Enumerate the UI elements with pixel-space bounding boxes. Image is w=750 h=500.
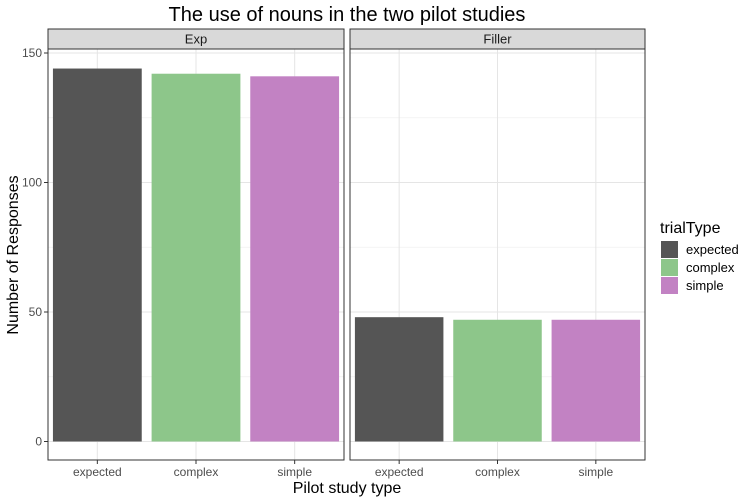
y-tick-label: 0 (35, 435, 42, 449)
bar (250, 76, 340, 442)
bar (354, 317, 444, 442)
legend-label: expected (686, 242, 739, 257)
bar (453, 319, 542, 442)
bar (551, 319, 641, 442)
x-axis-title: Pilot study type (293, 480, 402, 497)
facet-panel: Exp expected complex simple (47, 28, 345, 479)
legend-label: simple (686, 278, 724, 293)
legend-key (661, 241, 678, 258)
x-tick-label: simple (578, 465, 613, 479)
legend-key (661, 259, 678, 276)
facet-strip-label: Filler (483, 32, 512, 47)
facet-strip-label: Exp (185, 32, 207, 47)
bar (151, 73, 241, 442)
facet-strip (47, 28, 345, 50)
facet-panel: Filler expected complex simple (349, 28, 646, 479)
x-tick-label: simple (277, 465, 312, 479)
x-tick-label: complex (174, 465, 219, 479)
facet-strip (349, 28, 646, 50)
y-tick-label: 100 (22, 176, 42, 190)
legend: trialType expected complex simple (660, 220, 739, 294)
x-tick-label: complex (475, 465, 520, 479)
legend-label: complex (686, 260, 735, 275)
facet-panels: Exp expected complex simple Filler expected co… (47, 28, 646, 479)
legend-title: trialType (660, 220, 721, 237)
chart-title: The use of nouns in the two pilot studie… (169, 4, 526, 26)
y-axis-title: Number of Responses (5, 175, 22, 334)
x-tick-label: expected (375, 465, 424, 479)
y-tick-label: 50 (29, 305, 43, 319)
x-tick-label: expected (73, 465, 122, 479)
y-axis: 0 50 100 150 (22, 46, 48, 449)
legend-key (661, 277, 678, 294)
bar (52, 68, 142, 442)
y-tick-label: 150 (22, 46, 42, 60)
